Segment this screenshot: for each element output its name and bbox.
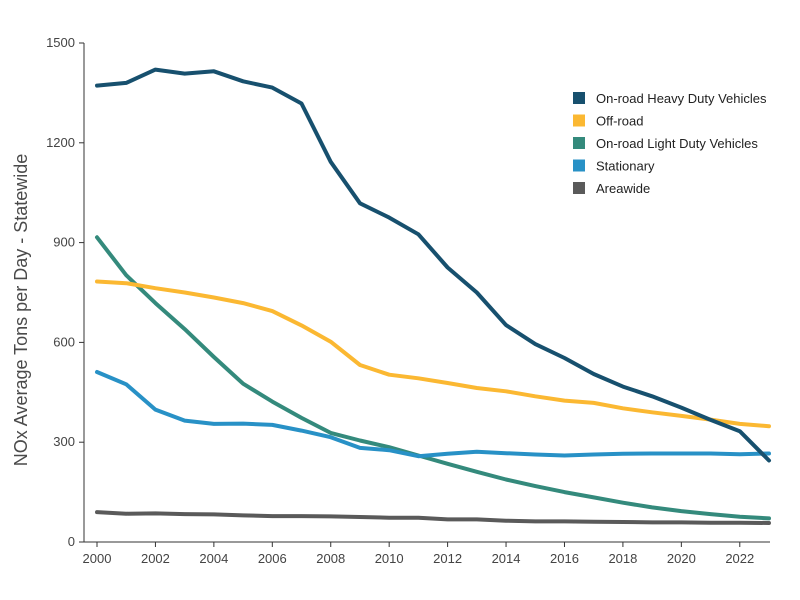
- y-tick-label: 1200: [46, 135, 75, 150]
- legend-label-areawide: Areawide: [596, 181, 650, 196]
- series-line-areawide: [95, 510, 771, 525]
- x-tick-label: 2008: [316, 551, 345, 566]
- axes: [83, 43, 770, 543]
- legend-label-on-road-heavy-duty-vehicles: On-road Heavy Duty Vehicles: [596, 91, 767, 106]
- x-tick-label: 2022: [725, 551, 754, 566]
- legend-label-stationary: Stationary: [596, 159, 655, 174]
- x-tick-label: 2016: [550, 551, 579, 566]
- series-line-on-road-light-duty-vehicles: [95, 235, 771, 521]
- y-tick-label: 600: [53, 334, 75, 349]
- y-tick-label: 1500: [46, 35, 75, 50]
- y-tick-label: 0: [68, 534, 75, 549]
- legend-swatch-areawide: [573, 182, 585, 194]
- legend-swatch-off-road: [573, 114, 585, 127]
- x-ticks: 2000 2002 2004 2006 2008 2010 2012 2014 2016 2018…: [83, 542, 754, 566]
- x-tick-label: 2010: [375, 551, 404, 566]
- x-tick-label: 2004: [199, 551, 228, 566]
- y-tick-label: 300: [53, 434, 75, 449]
- x-tick-label: 2018: [608, 551, 637, 566]
- legend-swatch-on-road-heavy-duty-vehicles: [573, 92, 585, 104]
- legend: On-road Heavy Duty Vehicles Off-road On-ro…: [573, 91, 767, 196]
- series-line-off-road: [95, 279, 771, 429]
- series-line-stationary: [95, 370, 771, 459]
- legend-label-off-road: Off-road: [596, 114, 643, 129]
- x-tick-label: 2002: [141, 551, 170, 566]
- x-tick-label: 2006: [258, 551, 287, 566]
- x-tick-label: 2012: [433, 551, 462, 566]
- series-lines: [95, 67, 771, 525]
- y-ticks: 0 300 600 900 1200 1500: [46, 35, 84, 549]
- series-line-on-road-heavy-duty-vehicles: [95, 67, 771, 463]
- legend-label-on-road-light-duty-vehicles: On-road Light Duty Vehicles: [596, 136, 758, 151]
- x-tick-label: 2020: [667, 551, 696, 566]
- legend-swatch-stationary: [573, 159, 585, 172]
- x-tick-label: 2014: [492, 551, 521, 566]
- x-tick-label: 2000: [83, 551, 112, 566]
- y-tick-label: 900: [53, 235, 75, 250]
- y-axis-label: NOx Average Tons per Day - Statewide: [11, 154, 31, 467]
- legend-swatch-on-road-light-duty-vehicles: [573, 137, 585, 149]
